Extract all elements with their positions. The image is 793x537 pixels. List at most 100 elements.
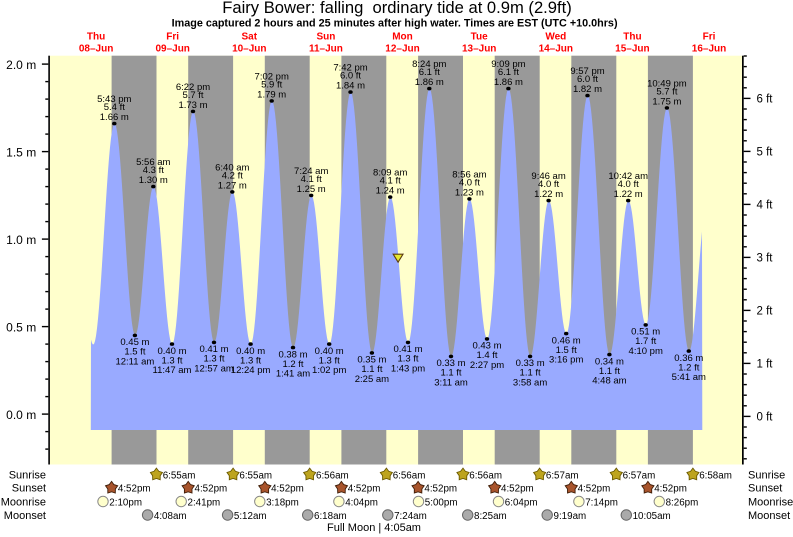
svg-text:4:52pm: 4:52pm bbox=[654, 484, 687, 495]
svg-text:2.0 m: 2.0 m bbox=[6, 58, 36, 72]
svg-text:2 ft: 2 ft bbox=[757, 306, 774, 318]
svg-text:10:05am: 10:05am bbox=[633, 511, 671, 522]
svg-text:2:10pm: 2:10pm bbox=[109, 497, 142, 508]
svg-text:1:43 pm: 1:43 pm bbox=[391, 363, 425, 374]
svg-text:0.0 m: 0.0 m bbox=[6, 408, 36, 422]
svg-text:16–Jun: 16–Jun bbox=[692, 43, 726, 54]
svg-text:1.86 m: 1.86 m bbox=[415, 77, 444, 88]
svg-text:5 ft: 5 ft bbox=[757, 147, 774, 159]
svg-text:0.38 m: 0.38 m bbox=[278, 349, 307, 360]
svg-text:Sunrise: Sunrise bbox=[9, 469, 46, 481]
svg-text:6.1 ft: 6.1 ft bbox=[498, 67, 519, 78]
svg-text:Moonset: Moonset bbox=[748, 510, 790, 522]
svg-text:Sat: Sat bbox=[242, 31, 258, 42]
svg-text:15–Jun: 15–Jun bbox=[615, 43, 649, 54]
svg-text:1.79 m: 1.79 m bbox=[257, 90, 286, 101]
svg-text:12–Jun: 12–Jun bbox=[385, 43, 419, 54]
svg-text:1 ft: 1 ft bbox=[757, 359, 774, 371]
svg-text:Moonrise: Moonrise bbox=[1, 496, 46, 508]
svg-text:7:24am: 7:24am bbox=[394, 511, 427, 522]
svg-text:Mon: Mon bbox=[392, 31, 413, 42]
svg-text:9:19am: 9:19am bbox=[554, 511, 587, 522]
svg-text:4:52pm: 4:52pm bbox=[578, 484, 611, 495]
svg-text:4.0 ft: 4.0 ft bbox=[459, 178, 480, 189]
svg-text:2:27 pm: 2:27 pm bbox=[470, 360, 504, 371]
svg-text:1.30 m: 1.30 m bbox=[139, 175, 168, 186]
svg-text:8:25am: 8:25am bbox=[474, 511, 507, 522]
svg-text:7:24 am: 7:24 am bbox=[294, 166, 328, 177]
svg-text:4.3 ft: 4.3 ft bbox=[143, 165, 164, 176]
svg-text:1.1 ft: 1.1 ft bbox=[520, 368, 541, 379]
svg-text:4:52pm: 4:52pm bbox=[348, 484, 381, 495]
svg-text:5:56 am: 5:56 am bbox=[136, 157, 170, 168]
svg-text:Thu: Thu bbox=[623, 31, 641, 42]
svg-text:4.0 ft: 4.0 ft bbox=[538, 179, 559, 190]
svg-text:4:08am: 4:08am bbox=[154, 511, 187, 522]
svg-text:1.66 m: 1.66 m bbox=[100, 112, 129, 123]
svg-text:12:57 am: 12:57 am bbox=[194, 363, 234, 374]
svg-text:1.27 m: 1.27 m bbox=[218, 181, 247, 192]
svg-text:7:02 pm: 7:02 pm bbox=[255, 71, 289, 82]
svg-text:6:56am: 6:56am bbox=[316, 470, 349, 481]
svg-text:Sun: Sun bbox=[316, 31, 335, 42]
svg-text:8:24 pm: 8:24 pm bbox=[412, 59, 446, 70]
svg-text:11–Jun: 11–Jun bbox=[309, 43, 343, 54]
svg-text:6:04pm: 6:04pm bbox=[505, 497, 538, 508]
svg-text:6:22 pm: 6:22 pm bbox=[176, 82, 210, 93]
svg-text:Sunset: Sunset bbox=[12, 483, 46, 495]
svg-text:0.46 m: 0.46 m bbox=[552, 335, 581, 346]
svg-text:1.3 ft: 1.3 ft bbox=[319, 355, 340, 366]
svg-text:Moonrise: Moonrise bbox=[748, 496, 793, 508]
svg-text:1.84 m: 1.84 m bbox=[336, 81, 365, 92]
svg-text:5.7 ft: 5.7 ft bbox=[656, 87, 677, 98]
svg-text:Fri: Fri bbox=[166, 31, 179, 42]
svg-text:0.51 m: 0.51 m bbox=[631, 327, 660, 338]
svg-text:1:02 pm: 1:02 pm bbox=[312, 365, 346, 376]
svg-text:1.75 m: 1.75 m bbox=[652, 97, 681, 108]
svg-text:0.35 m: 0.35 m bbox=[357, 355, 386, 366]
svg-text:0.40 m: 0.40 m bbox=[157, 346, 186, 357]
svg-text:Fri: Fri bbox=[703, 31, 716, 42]
svg-text:5:41 am: 5:41 am bbox=[672, 372, 706, 383]
svg-text:6:18am: 6:18am bbox=[314, 511, 347, 522]
svg-text:3:16 pm: 3:16 pm bbox=[549, 355, 583, 366]
svg-text:9:57 pm: 9:57 pm bbox=[570, 66, 604, 77]
svg-text:6:55am: 6:55am bbox=[239, 470, 272, 481]
svg-text:1.0 m: 1.0 m bbox=[6, 233, 36, 247]
svg-text:0.45 m: 0.45 m bbox=[120, 337, 149, 348]
svg-text:4.0 ft: 4.0 ft bbox=[618, 179, 639, 190]
svg-text:0.43 m: 0.43 m bbox=[472, 341, 501, 352]
svg-text:6:55am: 6:55am bbox=[163, 470, 196, 481]
svg-text:0.41 m: 0.41 m bbox=[199, 344, 228, 355]
svg-text:1.2 ft: 1.2 ft bbox=[678, 362, 699, 373]
svg-text:10:49 pm: 10:49 pm bbox=[647, 78, 687, 89]
svg-text:6:56am: 6:56am bbox=[393, 470, 426, 481]
svg-text:6 ft: 6 ft bbox=[757, 94, 774, 106]
svg-text:14–Jun: 14–Jun bbox=[539, 43, 573, 54]
svg-text:12:11 am: 12:11 am bbox=[115, 356, 154, 367]
svg-text:1.3 ft: 1.3 ft bbox=[397, 354, 418, 365]
svg-text:4 ft: 4 ft bbox=[757, 200, 774, 212]
svg-text:4:52pm: 4:52pm bbox=[501, 484, 534, 495]
svg-text:9:46 am: 9:46 am bbox=[531, 171, 565, 182]
svg-text:8:56 am: 8:56 am bbox=[452, 169, 486, 180]
svg-text:1.5 ft: 1.5 ft bbox=[124, 347, 145, 358]
svg-text:1.82 m: 1.82 m bbox=[573, 84, 602, 95]
svg-text:08–Jun: 08–Jun bbox=[79, 43, 113, 54]
svg-text:1.3 ft: 1.3 ft bbox=[161, 355, 182, 366]
svg-text:5.7 ft: 5.7 ft bbox=[182, 90, 203, 101]
svg-text:1.2 ft: 1.2 ft bbox=[282, 359, 303, 370]
svg-text:6.0 ft: 6.0 ft bbox=[340, 71, 361, 82]
svg-text:1.3 ft: 1.3 ft bbox=[203, 354, 224, 365]
svg-text:Image captured 2 hours and 25: Image captured 2 hours and 25 minutes af… bbox=[172, 17, 618, 29]
svg-text:12:24 pm: 12:24 pm bbox=[231, 365, 271, 376]
svg-text:10–Jun: 10–Jun bbox=[232, 43, 266, 54]
svg-text:4.1 ft: 4.1 ft bbox=[301, 174, 322, 185]
svg-text:Full Moon | 4:05am: Full Moon | 4:05am bbox=[327, 522, 421, 534]
svg-text:10:42 am: 10:42 am bbox=[608, 171, 648, 182]
svg-text:Wed: Wed bbox=[545, 31, 566, 42]
svg-text:5:43 pm: 5:43 pm bbox=[97, 94, 131, 105]
svg-text:09–Jun: 09–Jun bbox=[155, 43, 189, 54]
svg-text:9:09 pm: 9:09 pm bbox=[491, 59, 525, 70]
svg-text:0.41 m: 0.41 m bbox=[393, 344, 422, 355]
